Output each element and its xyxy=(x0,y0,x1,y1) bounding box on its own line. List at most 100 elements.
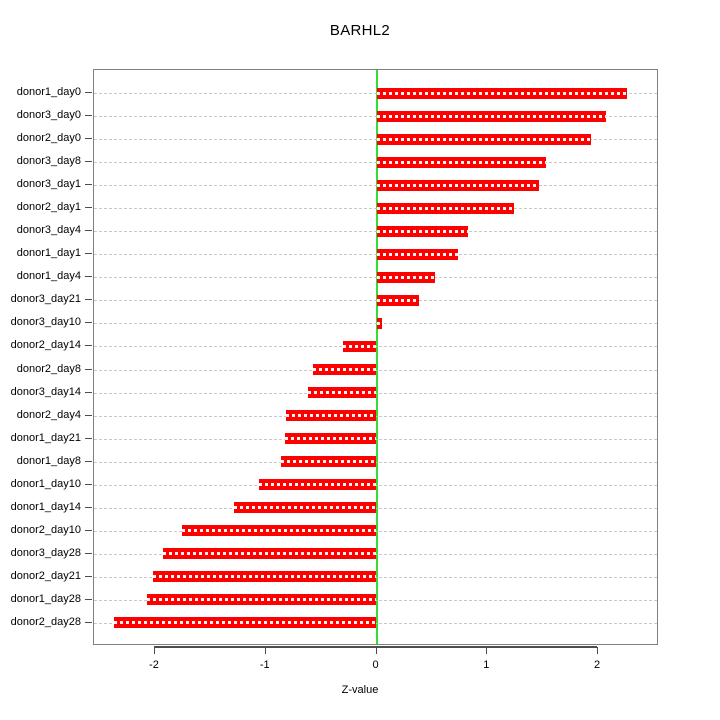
y-axis-tick xyxy=(85,483,92,485)
y-axis-tick xyxy=(85,253,92,255)
gridline xyxy=(94,323,657,325)
bar xyxy=(233,502,377,514)
y-axis-tick xyxy=(85,414,92,416)
bar xyxy=(343,340,377,352)
gridline xyxy=(94,277,657,279)
y-axis-tick xyxy=(85,437,92,439)
gridline xyxy=(94,231,657,233)
bar xyxy=(259,479,377,491)
bar-hatch xyxy=(313,368,377,372)
gridline xyxy=(94,254,657,256)
bar-hatch xyxy=(376,160,546,164)
y-axis-tick-label: donor3_day0 xyxy=(16,109,81,122)
gridline xyxy=(94,300,657,302)
y-axis-tick-label: donor2_day10 xyxy=(10,523,81,536)
bar xyxy=(313,364,377,376)
y-axis-tick-label: donor2_day21 xyxy=(10,569,81,582)
plot-area xyxy=(93,69,658,645)
bar xyxy=(162,548,377,560)
y-axis-tick xyxy=(85,230,92,232)
y-axis-tick-label: donor2_day8 xyxy=(16,362,81,375)
x-axis-tick xyxy=(597,647,599,654)
bar-hatch xyxy=(181,529,377,533)
bar xyxy=(376,271,436,283)
bar-hatch xyxy=(285,414,377,418)
x-axis-tick xyxy=(375,647,377,654)
y-axis-tick xyxy=(85,322,92,324)
gridline xyxy=(94,116,657,118)
y-axis-tick-label: donor3_day1 xyxy=(16,178,81,191)
bar xyxy=(376,133,592,145)
x-axis-tick-label: -1 xyxy=(259,659,270,671)
bar xyxy=(285,410,377,422)
x-axis-tick xyxy=(264,647,266,654)
gridline xyxy=(94,93,657,95)
bar xyxy=(152,571,377,583)
x-axis-line xyxy=(153,646,598,648)
y-axis-tick-label: donor1_day4 xyxy=(16,270,81,283)
bar-hatch xyxy=(259,483,377,487)
bar-hatch xyxy=(113,621,377,625)
bar-hatch xyxy=(281,460,377,464)
bar-hatch xyxy=(376,137,592,141)
bar xyxy=(376,225,469,237)
x-axis-tick-label: -2 xyxy=(149,659,159,671)
y-axis-tick xyxy=(85,161,92,163)
bar xyxy=(181,525,377,537)
bar xyxy=(281,456,377,468)
bar xyxy=(376,87,627,99)
bar xyxy=(376,294,419,306)
y-axis-tick xyxy=(85,621,92,623)
bar xyxy=(376,202,514,214)
gridline xyxy=(94,162,657,164)
y-axis-tick xyxy=(85,299,92,301)
x-axis-tick-label: 0 xyxy=(372,659,379,671)
bar-hatch xyxy=(376,91,627,95)
y-axis-tick xyxy=(85,460,92,462)
y-axis-tick-label: donor1_day21 xyxy=(10,431,81,444)
y-axis-tick xyxy=(85,575,92,577)
bar-hatch xyxy=(147,598,377,602)
x-axis-tick xyxy=(486,647,488,654)
bar-hatch xyxy=(233,506,377,510)
bar-hatch xyxy=(376,206,514,210)
y-axis-tick-label: donor1_day14 xyxy=(10,500,81,513)
y-axis-tick-label: donor3_day14 xyxy=(10,385,81,398)
y-axis-tick xyxy=(85,138,92,140)
gridline xyxy=(94,139,657,141)
plot-inner xyxy=(94,70,657,644)
y-axis-tick xyxy=(85,552,92,554)
y-axis-tick-label: donor2_day1 xyxy=(16,201,81,214)
bar-hatch xyxy=(376,229,469,233)
bar-hatch xyxy=(343,344,377,348)
gridline xyxy=(94,208,657,210)
bar xyxy=(376,110,606,122)
y-axis-tick-label: donor2_day14 xyxy=(10,339,81,352)
y-axis-tick xyxy=(85,115,92,117)
y-axis-tick-label: donor1_day1 xyxy=(16,247,81,260)
bar xyxy=(147,594,377,606)
bar-hatch xyxy=(376,114,606,118)
y-axis-tick xyxy=(85,391,92,393)
y-axis-tick xyxy=(85,207,92,209)
x-axis-tick-label: 2 xyxy=(594,659,601,671)
bar xyxy=(284,433,377,445)
bar-hatch xyxy=(284,437,377,441)
y-axis-tick-label: donor1_day10 xyxy=(10,477,81,490)
gridline xyxy=(94,185,657,187)
bar xyxy=(376,248,459,260)
y-axis-tick xyxy=(85,345,92,347)
y-axis-tick xyxy=(85,506,92,508)
bar xyxy=(376,317,383,329)
bar-hatch xyxy=(376,252,459,256)
y-axis-tick-label: donor3_day4 xyxy=(16,224,81,237)
zero-reference-line xyxy=(375,70,378,644)
y-axis-tick-label: donor2_day4 xyxy=(16,408,81,421)
y-axis-tick xyxy=(85,184,92,186)
y-axis-tick-label: donor3_day10 xyxy=(10,316,81,329)
y-axis-tick-label: donor1_day0 xyxy=(16,86,81,99)
bar xyxy=(376,179,540,191)
bar-hatch xyxy=(376,183,540,187)
y-axis-tick-label: donor1_day28 xyxy=(10,592,81,605)
